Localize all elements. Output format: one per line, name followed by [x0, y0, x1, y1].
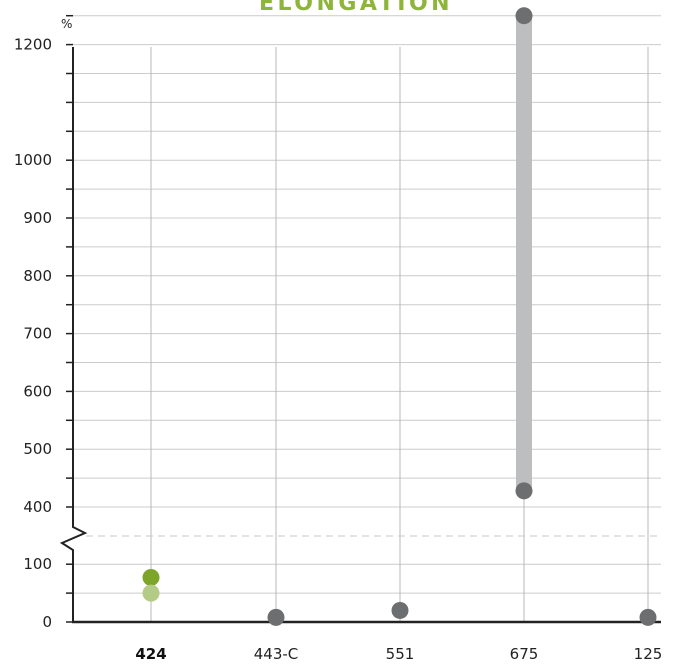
range-layer — [516, 15, 532, 491]
y-tick-label: 0 — [42, 613, 52, 631]
y-tick-label: 700 — [23, 325, 52, 343]
range-bar-675 — [516, 15, 532, 491]
y-tick-label: 600 — [23, 382, 52, 400]
grid-layer — [73, 15, 661, 622]
point-layer — [142, 7, 657, 626]
data-point-551 — [391, 601, 409, 619]
chart-title: ELONGATION — [259, 0, 454, 16]
data-point-424 — [142, 568, 160, 586]
label-layer: 0100400500600700800900100012001300424443… — [14, 36, 663, 663]
y-axis-line — [59, 47, 88, 622]
y-tick-label: 800 — [23, 267, 52, 285]
y-axis-unit-label: % — [61, 17, 72, 31]
axis-layer — [59, 14, 661, 624]
data-point-125 — [639, 608, 657, 626]
x-tick-label-424: 424 — [135, 645, 166, 663]
data-point-675 — [515, 7, 533, 25]
y-tick-label: 400 — [23, 498, 52, 516]
data-point-443-C — [267, 608, 285, 626]
x-tick-label-125: 125 — [634, 645, 663, 663]
x-tick-label-675: 675 — [510, 645, 539, 663]
data-point-675 — [515, 482, 533, 500]
y-tick-label: 500 — [23, 440, 52, 458]
y-tick-label: 1200 — [14, 36, 52, 54]
y-tick-label: 1000 — [14, 151, 52, 169]
y-tick-label: 100 — [23, 555, 52, 573]
y-tick-label: 900 — [23, 209, 52, 227]
x-tick-label-551: 551 — [386, 645, 415, 663]
x-tick-label-443-C: 443-C — [254, 645, 299, 663]
data-point-424 — [142, 584, 160, 602]
